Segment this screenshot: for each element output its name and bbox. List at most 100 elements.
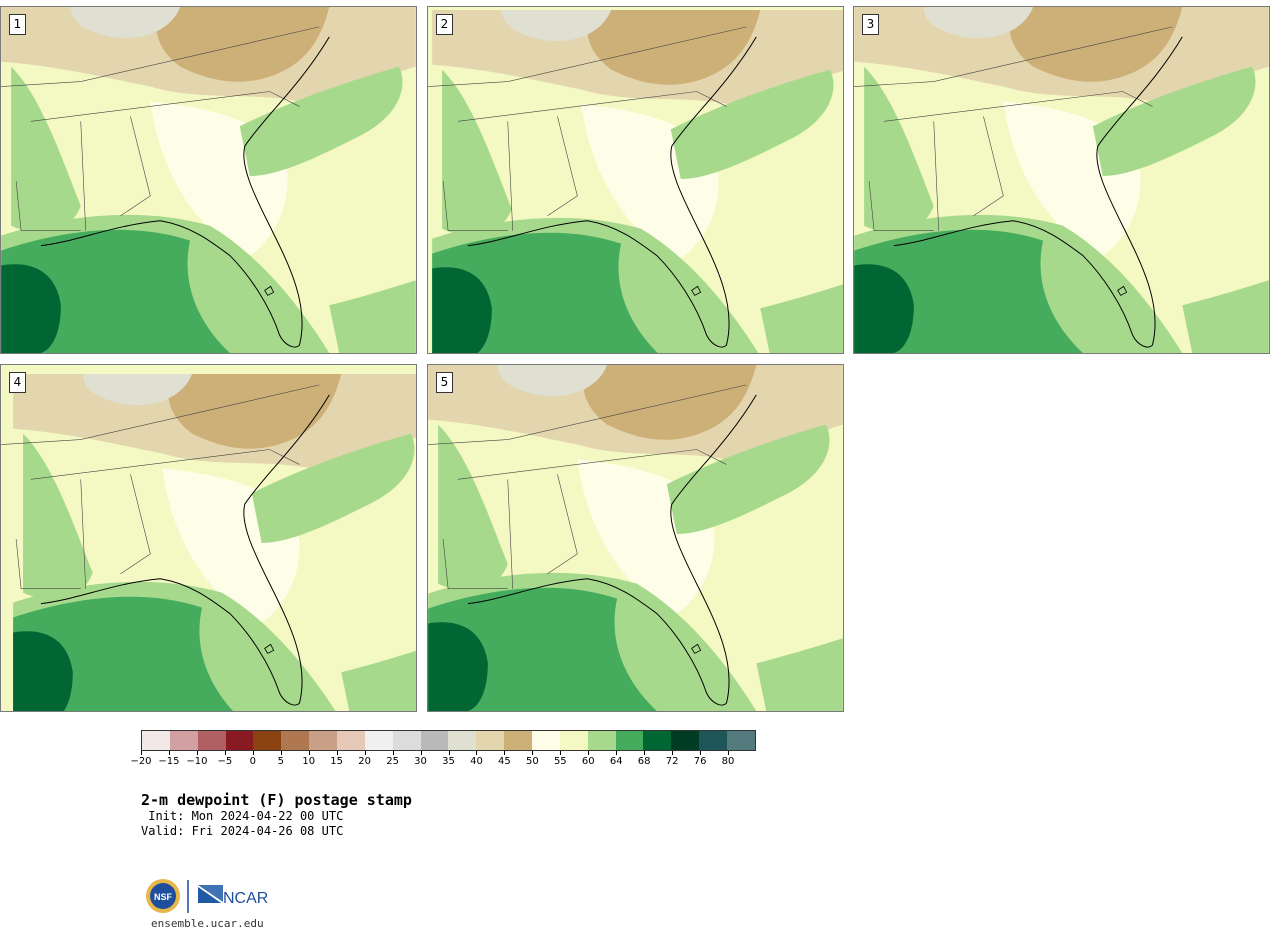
state-boundary	[973, 116, 1004, 217]
colorbar-tick-label: 80	[721, 756, 735, 767]
colorbar-tick	[644, 751, 646, 755]
dewpoint-55-60-region	[670, 69, 834, 180]
dewpoint-64-68-region	[432, 267, 492, 353]
state-boundary	[457, 449, 727, 480]
member-label: 5	[436, 372, 453, 393]
colorbar-swatch	[587, 731, 616, 750]
colorbar-tick	[308, 751, 310, 755]
member-label: 1	[9, 14, 26, 35]
member-label: 2	[436, 14, 453, 35]
state-boundary	[457, 91, 727, 122]
dewpoint-map-5	[428, 365, 843, 711]
colorbar-swatch	[504, 731, 533, 750]
colorbar-tick	[448, 751, 450, 755]
dewpoint-55-60-region	[341, 650, 416, 711]
dewpoint-55-60-region	[329, 280, 416, 353]
colorbar-tick	[616, 751, 618, 755]
colorbar-swatch	[142, 731, 170, 750]
map-panel-1: 1	[0, 6, 417, 354]
dewpoint-55-60-region	[1182, 280, 1269, 353]
dewpoint-35-40-region	[497, 365, 608, 397]
colorbar-swatch	[169, 731, 198, 750]
lake-okeechobee	[264, 285, 275, 296]
colorbar-swatch	[420, 731, 449, 750]
map-panel-3: 3	[853, 6, 1270, 354]
state-boundary	[1, 384, 320, 445]
state-boundary	[547, 474, 578, 575]
colorbar-swatch	[615, 731, 644, 750]
state-boundary	[442, 538, 508, 590]
colorbar-tick	[364, 751, 366, 755]
colorbar-tick	[336, 751, 338, 755]
colorbar-tick	[672, 751, 674, 755]
state-boundary	[883, 91, 1153, 122]
colorbar-swatch	[337, 731, 365, 750]
colorbar-swatch	[281, 731, 310, 750]
colorbar-tick	[196, 751, 198, 755]
map-panel-4: 4	[0, 364, 417, 712]
state-boundary	[428, 26, 747, 87]
colorbar-swatch	[309, 731, 338, 750]
colorbar-tick	[728, 751, 730, 755]
dewpoint-55-60-region	[864, 66, 934, 232]
init-time: Init: Mon 2024-04-22 00 UTC	[141, 809, 344, 823]
state-boundary	[868, 180, 934, 232]
colorbar-swatch	[559, 731, 588, 750]
colorbar-tick	[392, 751, 394, 755]
lake-okeechobee	[264, 643, 275, 654]
nsf-logo: NSF	[146, 879, 180, 913]
state-boundary	[507, 479, 514, 589]
colorbar-tick-label: 55	[553, 756, 567, 767]
colorbar-tick	[700, 751, 702, 755]
dewpoint-55-60-region	[442, 69, 512, 235]
lake-okeechobee	[691, 285, 702, 296]
dewpoint-55-60-region	[11, 66, 81, 232]
state-boundary	[428, 384, 747, 445]
dewpoint-35-40-region	[923, 7, 1034, 39]
colorbar-tick-label: 0	[249, 756, 256, 767]
colorbar-swatch	[699, 731, 728, 750]
dewpoint-64-68-region	[854, 264, 914, 353]
colorbar-swatch	[727, 731, 755, 750]
member-label: 3	[862, 14, 879, 35]
dewpoint-35-40-region	[70, 7, 181, 39]
colorbar-tick	[476, 751, 478, 755]
member-label: 4	[9, 372, 26, 393]
colorbar-tick	[224, 751, 226, 755]
state-boundary	[1, 26, 320, 87]
logos: NSF NCAR	[145, 877, 285, 917]
colorbar-tick	[252, 751, 254, 755]
colorbar-swatch	[364, 731, 393, 750]
colorbar-tick	[588, 751, 590, 755]
colorbar-tick-label: 45	[498, 756, 511, 767]
dewpoint-55-60-region	[251, 433, 415, 543]
colorbar-swatch	[532, 731, 560, 750]
dewpoint-55-60-region	[756, 638, 843, 711]
state-boundary	[80, 479, 87, 589]
colorbar-swatch	[253, 731, 282, 750]
dewpoint-map-4	[1, 365, 416, 711]
colorbar-tick-label: 76	[693, 756, 707, 767]
lake-okeechobee	[691, 643, 702, 654]
colorbar-tick-label: 15	[330, 756, 344, 767]
colorbar-tick-label: 72	[665, 756, 679, 767]
colorbar-swatch	[476, 731, 505, 750]
state-boundary	[30, 449, 300, 480]
colorbar-tick-label: 20	[358, 756, 371, 767]
plot-title: 2-m dewpoint (F) postage stamp	[141, 791, 412, 809]
dewpoint-55-60-region	[438, 424, 508, 590]
coastline	[467, 36, 757, 348]
colorbar-ticks: −20 −15 −10 −5 0 5 10 15 20 25 30 35 40 45 50 55 60 64 68 7…	[130, 751, 756, 775]
dewpoint-40-45-region	[587, 9, 761, 85]
ncar-logo: NCAR	[198, 885, 268, 907]
colorbar-swatch	[197, 731, 226, 750]
map-panel-5: 5	[427, 364, 844, 712]
colorbar	[141, 730, 756, 751]
colorbar-swatch	[225, 731, 254, 750]
coastline	[40, 394, 330, 706]
colorbar-swatch	[392, 731, 421, 750]
colorbar-tick-label: −10	[186, 756, 208, 767]
state-boundary	[80, 121, 87, 231]
dewpoint-55-60-region	[1092, 66, 1256, 177]
dewpoint-64-68-region	[428, 622, 488, 711]
